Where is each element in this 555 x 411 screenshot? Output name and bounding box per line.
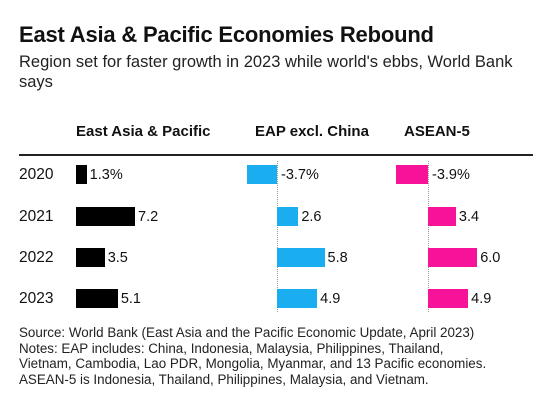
notes-line-1: Notes: EAP includes: China, Indonesia, M… [19, 340, 444, 356]
bar-eap-excl-china-2023 [277, 289, 318, 308]
year-label-2021: 2021 [19, 208, 54, 225]
value-label-east-asia-pacific-2021: 7.2 [138, 209, 159, 225]
year-label-2023: 2023 [19, 290, 54, 307]
bar-eap-excl-china-2020 [246, 165, 277, 184]
bar-east-asia-pacific-2020 [76, 165, 87, 184]
source-line: Source: World Bank (East Asia and the Pa… [19, 325, 475, 340]
header-divider [19, 154, 533, 156]
value-label-asean-5-2023: 4.9 [471, 291, 492, 307]
value-label-asean-5-2020: -3.9% [432, 167, 470, 183]
bar-asean-5-2022 [428, 248, 478, 267]
value-label-east-asia-pacific-2022: 3.5 [107, 250, 128, 266]
value-label-asean-5-2022: 6.0 [480, 250, 501, 266]
bar-eap-excl-china-2021 [277, 207, 299, 226]
zero-line-eap-excl-china [277, 161, 278, 312]
bar-east-asia-pacific-2021 [76, 207, 136, 226]
value-label-east-asia-pacific-2020: 1.3% [89, 167, 123, 183]
value-label-eap-excl-china-2023: 4.9 [320, 291, 341, 307]
bar-eap-excl-china-2022 [277, 248, 325, 267]
value-label-eap-excl-china-2020: -3.7% [281, 167, 319, 183]
notes-line-3: ASEAN-5 is Indonesia, Thailand, Philippi… [19, 371, 429, 387]
value-label-eap-excl-china-2022: 5.8 [327, 250, 348, 266]
bar-east-asia-pacific-2023 [76, 289, 118, 308]
column-header-eap-excl-china: EAP excl. China [255, 123, 369, 140]
chart-subtitle: Region set for faster growth in 2023 whi… [19, 53, 513, 91]
value-label-eap-excl-china-2021: 2.6 [301, 209, 322, 225]
bar-asean-5-2021 [428, 207, 456, 226]
year-label-2020: 2020 [19, 166, 54, 183]
value-label-east-asia-pacific-2023: 5.1 [120, 291, 141, 307]
value-label-asean-5-2021: 3.4 [458, 209, 480, 225]
column-header-asean-5: ASEAN-5 [404, 123, 470, 140]
bar-east-asia-pacific-2022 [76, 248, 105, 267]
notes-line-2: Vietnam, Cambodia, Lao PDR, Mongolia, My… [19, 356, 487, 371]
year-label-2022: 2022 [19, 249, 54, 266]
zero-line-asean-5 [428, 161, 429, 312]
bar-asean-5-2023 [428, 289, 469, 308]
chart-title: East Asia & Pacific Economies Rebound [19, 22, 434, 47]
source-notes: Source: World Bank (East Asia and the Pa… [19, 325, 544, 387]
bar-asean-5-2020 [396, 165, 428, 184]
column-header-east-asia-pacific: East Asia & Pacific [76, 123, 211, 140]
